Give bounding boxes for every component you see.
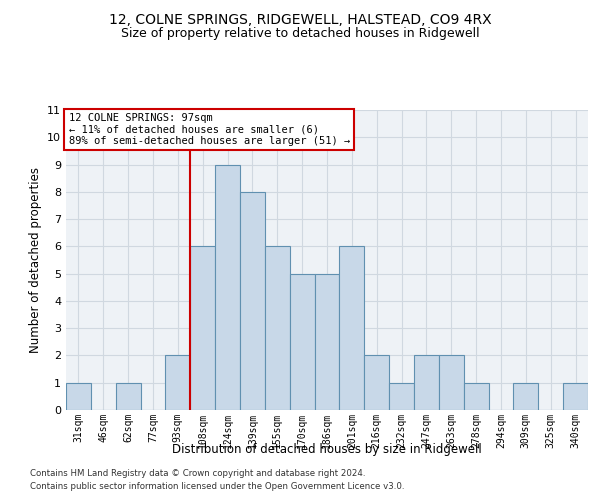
Bar xyxy=(514,382,538,410)
Bar xyxy=(340,246,364,410)
Bar xyxy=(563,382,588,410)
Bar xyxy=(389,382,414,410)
Text: Contains public sector information licensed under the Open Government Licence v3: Contains public sector information licen… xyxy=(30,482,404,491)
Bar xyxy=(314,274,340,410)
Bar xyxy=(414,356,439,410)
Bar xyxy=(116,382,140,410)
Y-axis label: Number of detached properties: Number of detached properties xyxy=(29,167,41,353)
Bar xyxy=(464,382,488,410)
Text: Distribution of detached houses by size in Ridgewell: Distribution of detached houses by size … xyxy=(172,442,482,456)
Text: 12, COLNE SPRINGS, RIDGEWELL, HALSTEAD, CO9 4RX: 12, COLNE SPRINGS, RIDGEWELL, HALSTEAD, … xyxy=(109,12,491,26)
Text: Size of property relative to detached houses in Ridgewell: Size of property relative to detached ho… xyxy=(121,28,479,40)
Text: 12 COLNE SPRINGS: 97sqm
← 11% of detached houses are smaller (6)
89% of semi-det: 12 COLNE SPRINGS: 97sqm ← 11% of detache… xyxy=(68,113,350,146)
Bar xyxy=(166,356,190,410)
Text: Contains HM Land Registry data © Crown copyright and database right 2024.: Contains HM Land Registry data © Crown c… xyxy=(30,468,365,477)
Bar xyxy=(190,246,215,410)
Bar xyxy=(290,274,314,410)
Bar xyxy=(215,164,240,410)
Bar xyxy=(265,246,290,410)
Bar xyxy=(439,356,464,410)
Bar xyxy=(364,356,389,410)
Bar xyxy=(240,192,265,410)
Bar xyxy=(66,382,91,410)
